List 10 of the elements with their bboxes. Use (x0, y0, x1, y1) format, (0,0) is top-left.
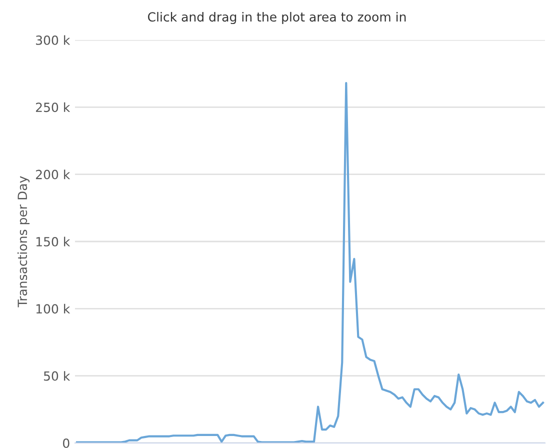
line-series (76, 82, 544, 443)
y-tick-label: 0 (63, 438, 70, 448)
y-tick-label: 250 k (36, 102, 70, 112)
y-tick-label: 150 k (36, 236, 70, 246)
y-tick-label: 300 k (36, 35, 70, 45)
y-tick-label: 200 k (36, 170, 70, 180)
y-tick-label: 50 k (44, 371, 70, 381)
y-axis-title: Transactions per Day (17, 176, 30, 308)
y-tick-label: 100 k (36, 304, 70, 314)
chart-subtitle: Click and drag in the plot area to zoom in (148, 12, 406, 24)
